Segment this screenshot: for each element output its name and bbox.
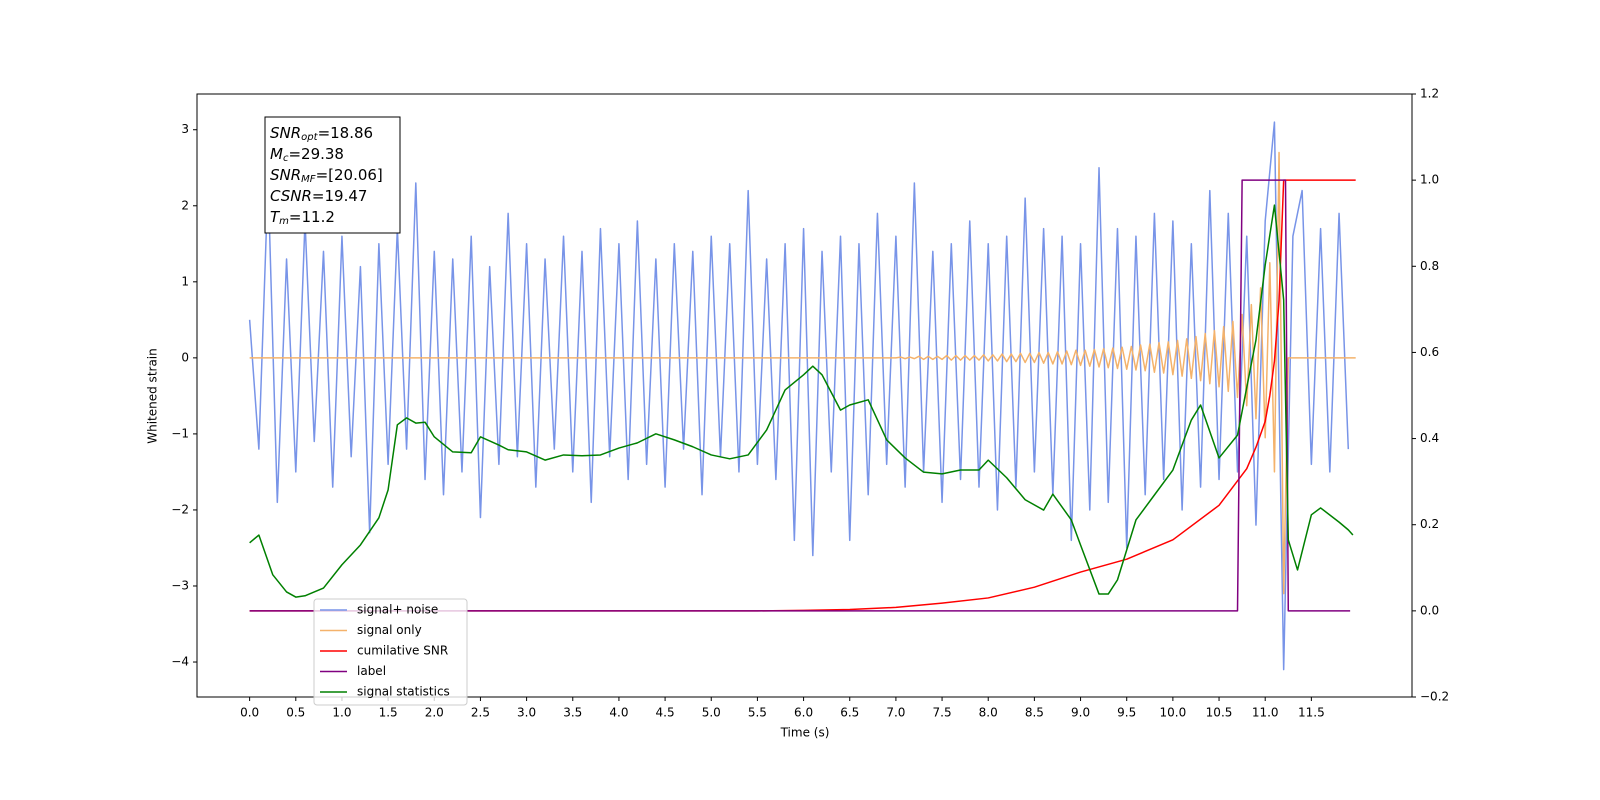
plot-area <box>248 121 1356 671</box>
annotation: CSNR=19.47 <box>270 187 367 205</box>
axes-frame <box>196 93 1413 698</box>
legend-label: signal+ noise <box>357 603 438 617</box>
y-tick-label: −1 <box>171 426 189 440</box>
legend-frame <box>313 598 468 706</box>
annotation-text: =19.47 <box>312 187 368 205</box>
x-tick-label: 7.5 <box>933 706 952 720</box>
annotation-text: =[20.06] <box>316 166 383 184</box>
legend-label: cumilative SNR <box>357 644 448 658</box>
annotation-symbol: CSNR <box>270 187 312 205</box>
y-axis-label: Whitened strain <box>146 348 160 444</box>
x-tick-label: 1.0 <box>332 706 351 720</box>
y-tick-label: −3 <box>171 578 189 592</box>
annotation: SNRMF=[20.06] <box>270 166 383 186</box>
y2-tick-label: 0.6 <box>1420 345 1439 359</box>
x-tick-label: 11.5 <box>1298 706 1325 720</box>
x-tick-label: 5.0 <box>702 706 721 720</box>
y2-tick-label: 0.0 <box>1420 603 1439 617</box>
legend-label: label <box>357 664 386 678</box>
annotation: Mc=29.38 <box>270 145 344 165</box>
x-tick-label: 3.0 <box>517 706 536 720</box>
x-tick-label: 0.0 <box>240 706 259 720</box>
x-tick-label: 8.0 <box>979 706 998 720</box>
y-tick-label: 1 <box>181 274 189 288</box>
x-tick-label: 8.5 <box>1025 706 1044 720</box>
x-tick-label: 3.5 <box>563 706 582 720</box>
x-tick-label: 11.0 <box>1252 706 1279 720</box>
x-tick-label: 10.0 <box>1160 706 1187 720</box>
annotation-frame <box>264 116 401 234</box>
x-tick-label: 0.5 <box>286 706 305 720</box>
x-tick-label: 2.5 <box>471 706 490 720</box>
x-tick-label: 10.5 <box>1206 706 1233 720</box>
annotation-subscript: opt <box>301 132 318 143</box>
annotation: Tm=11.2 <box>270 208 335 228</box>
annotation-symbol: T <box>270 208 281 226</box>
annotation: SNRopt=18.86 <box>270 124 373 144</box>
annotation-text: =11.2 <box>289 208 335 226</box>
x-tick-label: 6.5 <box>840 706 859 720</box>
x-axis-label: Time (s) <box>780 726 830 740</box>
annotation-symbol: SNR <box>270 166 301 184</box>
y2-tick-label: 1.2 <box>1420 87 1439 101</box>
legend: signal+ noise signal only cumilative SNR la… <box>313 598 468 706</box>
x-tick-label: 4.0 <box>609 706 628 720</box>
y-tick-label: 2 <box>181 198 189 212</box>
annotation-subscript: MF <box>301 174 316 185</box>
series-line <box>249 179 1356 612</box>
x-tick-label: 1.5 <box>379 706 398 720</box>
series-line <box>249 204 1354 598</box>
annotation-box: SNRopt=18.86Mc=29.38SNRMF=[20.06]CSNR=19… <box>264 116 401 234</box>
x-tick-label: 6.0 <box>794 706 813 720</box>
y-tick-label: −2 <box>171 502 189 516</box>
x-tick-label: 4.5 <box>656 706 675 720</box>
y2-tick-label: 0.8 <box>1420 259 1439 273</box>
series-line <box>248 121 1350 671</box>
series-line <box>249 151 1356 595</box>
annotation-subscript: m <box>279 216 289 227</box>
annotation-symbol: SNR <box>270 124 301 142</box>
x-tick-label: 9.5 <box>1117 706 1136 720</box>
legend-label: signal statistics <box>357 685 450 699</box>
annotation-subscript: c <box>283 153 289 164</box>
x-tick-label: 2.0 <box>425 706 444 720</box>
annotation-text: =18.86 <box>318 124 374 142</box>
y-tick-label: 0 <box>181 350 189 364</box>
y2-tick-label: −0.2 <box>1420 690 1449 704</box>
y2-tick-label: 0.4 <box>1420 431 1439 445</box>
annotation-text: =29.38 <box>288 145 344 163</box>
y-tick-label: 3 <box>181 122 189 136</box>
x-tick-label: 5.5 <box>748 706 767 720</box>
annotation-symbol: M <box>270 145 283 163</box>
x-tick-label: 9.0 <box>1071 706 1090 720</box>
y-tick-label: −4 <box>171 655 189 669</box>
series-line <box>249 179 1351 612</box>
y2-tick-label: 0.2 <box>1420 517 1439 531</box>
legend-label: signal only <box>357 623 422 637</box>
x-tick-label: 7.0 <box>886 706 905 720</box>
y2-tick-label: 1.0 <box>1420 173 1439 187</box>
